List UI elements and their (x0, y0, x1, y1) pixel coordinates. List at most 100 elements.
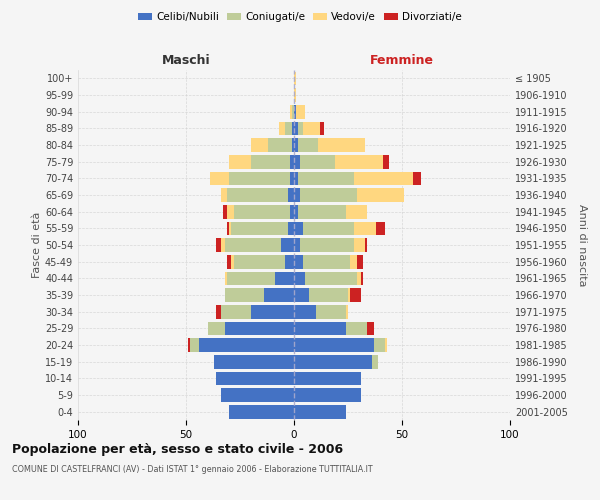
Bar (268, 138, 292, 152)
Bar (346, 305, 348, 318)
Bar (372, 355, 378, 368)
Bar (227, 255, 232, 268)
Bar (356, 255, 363, 268)
Bar (302, 255, 350, 268)
Bar (188, 338, 190, 352)
Bar (296, 105, 305, 118)
Bar (383, 155, 389, 168)
Bar (294, 155, 301, 168)
Bar (294, 288, 309, 302)
Bar (225, 272, 227, 285)
Bar (225, 322, 294, 335)
Bar (208, 322, 225, 335)
Bar (275, 272, 294, 285)
Text: Popolazione per età, sesso e stato civile - 2006: Popolazione per età, sesso e stato civil… (12, 442, 343, 456)
Bar (232, 222, 287, 235)
Bar (320, 122, 324, 135)
Bar (227, 188, 287, 202)
Bar (229, 222, 232, 235)
Bar (227, 205, 233, 218)
Bar (302, 122, 320, 135)
Bar (290, 155, 294, 168)
Bar (302, 222, 355, 235)
Bar (221, 388, 294, 402)
Bar (294, 72, 296, 85)
Bar (294, 188, 301, 202)
Bar (294, 205, 298, 218)
Bar (190, 338, 199, 352)
Bar (232, 255, 233, 268)
Bar (316, 305, 346, 318)
Bar (294, 222, 302, 235)
Bar (294, 372, 361, 385)
Bar (294, 338, 374, 352)
Bar (350, 288, 361, 302)
Bar (221, 238, 225, 252)
Bar (233, 205, 290, 218)
Bar (350, 255, 356, 268)
Bar (294, 355, 372, 368)
Bar (286, 122, 292, 135)
Bar (374, 338, 385, 352)
Bar (355, 172, 413, 185)
Bar (225, 288, 264, 302)
Bar (199, 338, 294, 352)
Bar (355, 238, 365, 252)
Bar (309, 288, 348, 302)
Bar (225, 238, 281, 252)
Bar (290, 205, 294, 218)
Bar (346, 205, 367, 218)
Bar (298, 138, 318, 152)
Bar (227, 222, 229, 235)
Bar (233, 255, 286, 268)
Bar (264, 288, 294, 302)
Text: Femmine: Femmine (370, 54, 434, 66)
Bar (356, 188, 404, 202)
Bar (292, 138, 294, 152)
Bar (286, 255, 294, 268)
Bar (318, 138, 365, 152)
Bar (287, 222, 294, 235)
Bar (294, 272, 305, 285)
Bar (294, 138, 298, 152)
Bar (251, 138, 268, 152)
Bar (294, 388, 361, 402)
Bar (251, 305, 294, 318)
Bar (301, 188, 356, 202)
Bar (365, 238, 367, 252)
Bar (376, 222, 385, 235)
Bar (216, 372, 294, 385)
Bar (229, 155, 251, 168)
Bar (287, 188, 294, 202)
Bar (251, 155, 290, 168)
Bar (335, 155, 383, 168)
Bar (290, 105, 292, 118)
Bar (298, 122, 302, 135)
Bar (346, 322, 367, 335)
Bar (301, 155, 335, 168)
Bar (210, 172, 229, 185)
Bar (298, 172, 355, 185)
Bar (294, 105, 296, 118)
Text: Maschi: Maschi (161, 54, 211, 66)
Bar (355, 222, 376, 235)
Bar (290, 172, 294, 185)
Bar (294, 122, 298, 135)
Y-axis label: Anni di nascita: Anni di nascita (577, 204, 587, 286)
Bar (294, 405, 346, 418)
Bar (294, 172, 298, 185)
Bar (356, 272, 361, 285)
Bar (294, 88, 296, 102)
Bar (294, 322, 346, 335)
Bar (413, 172, 421, 185)
Bar (279, 122, 286, 135)
Bar (298, 205, 346, 218)
Bar (301, 238, 355, 252)
Bar (305, 272, 356, 285)
Bar (221, 188, 227, 202)
Bar (292, 122, 294, 135)
Bar (229, 405, 294, 418)
Bar (216, 305, 221, 318)
Bar (294, 238, 301, 252)
Bar (294, 305, 316, 318)
